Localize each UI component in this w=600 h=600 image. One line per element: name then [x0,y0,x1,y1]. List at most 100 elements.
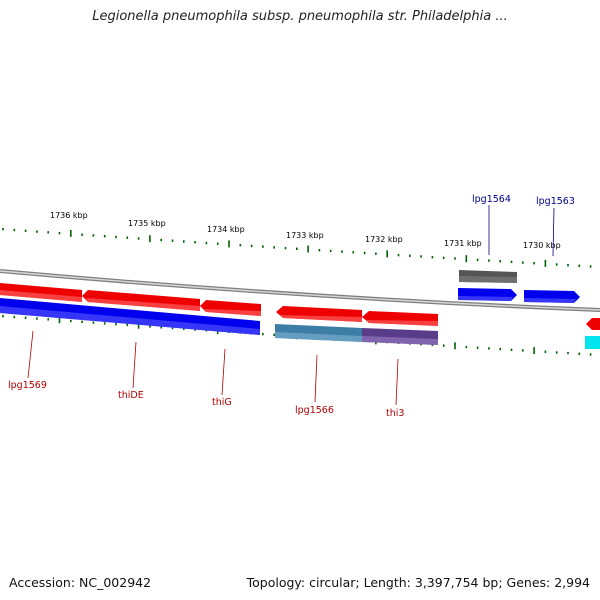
ruler-label-1731: 1731 kbp [444,239,482,248]
minor-tick [70,319,72,323]
gene-lpg1563[interactable] [524,290,580,303]
major-tick [544,259,547,267]
minor-tick [510,260,513,264]
minor-tick [522,261,524,264]
minor-tick [13,315,16,319]
minor-tick [273,333,275,336]
minor-tick [578,352,581,355]
minor-tick [160,238,162,242]
minor-tick [47,318,49,321]
gene-label-lpg1563[interactable]: lpg1563 [536,196,575,207]
major-tick [58,316,61,324]
minor-tick [115,323,117,326]
minor-tick [442,256,445,260]
ruler-label-1730: 1730 kbp [523,241,561,250]
minor-tick [273,246,275,249]
major-tick [454,342,456,350]
gene-blue-long[interactable] [0,298,260,335]
minor-tick [36,317,38,320]
minor-tick [126,236,129,239]
minor-tick [363,251,366,255]
minor-tick [476,258,479,262]
minor-tick [488,347,490,350]
gene-teal-block[interactable] [275,324,362,342]
gene-thiG[interactable] [200,300,261,316]
leader-lpg1563 [552,207,555,257]
ruler-label-1735: 1735 kbp [128,219,166,228]
minor-tick [465,345,468,349]
accession-text: Accession: NC_002942 [9,575,152,590]
gene-label-lpg1564[interactable]: lpg1564 [472,194,511,205]
minor-tick [499,347,501,351]
minor-tick [194,328,196,331]
minor-tick [126,323,129,327]
minor-tick [476,346,479,349]
minor-tick [250,244,253,248]
topology-summary: Topology: circular; Length: 3,397,754 bp… [246,575,590,590]
minor-tick [409,254,411,257]
gene-label-thiDE[interactable]: thiDE [118,390,144,401]
minor-tick [488,259,490,262]
ruler-label-1733: 1733 kbp [286,231,324,240]
leader-thiG [221,348,226,396]
minor-tick [137,237,140,240]
minor-tick [115,235,117,239]
gene-lpg1564-rna[interactable] [459,270,517,283]
minor-tick [103,322,106,325]
minor-tick [420,255,422,258]
gene-lpg1569[interactable] [0,283,82,302]
minor-tick [149,325,151,328]
minor-tick [318,249,321,252]
minor-tick [431,343,434,347]
minor-tick [183,240,185,243]
minor-tick [92,321,95,324]
minor-tick [499,260,501,263]
gene-right-edge-red[interactable] [586,318,600,330]
minor-tick [103,235,106,238]
major-tick [386,250,388,258]
ruler-label-1734: 1734 kbp [207,225,245,234]
minor-tick [160,326,162,329]
minor-tick [81,233,83,236]
major-tick [533,347,535,355]
minor-tick [578,264,581,267]
minor-tick [13,228,16,232]
gene-thiDE[interactable] [82,290,200,311]
minor-tick [183,327,185,330]
minor-tick [24,229,27,232]
minor-tick [47,231,49,234]
gene-cyan-edge[interactable] [585,336,600,349]
minor-tick [171,239,174,242]
minor-tick [58,231,61,235]
minor-tick [216,242,219,245]
minor-tick [431,256,434,259]
minor-tick [544,350,547,353]
ruler-label-1736: 1736 kbp [50,211,88,220]
minor-tick [522,349,524,352]
gene-lpg1566[interactable] [276,306,362,322]
gene-purple-block[interactable] [362,328,438,345]
major-tick [307,245,309,253]
gene-label-thiG[interactable]: thiG [212,397,232,408]
minor-tick [442,344,445,347]
minor-tick [194,241,196,244]
gene-label-lpg1566[interactable]: lpg1566 [295,405,334,416]
leader-thiDE [132,341,137,389]
minor-tick [2,315,4,318]
upper-tick-row [2,228,592,268]
minor-tick [589,353,592,356]
minor-tick [567,264,569,267]
minor-tick [284,246,287,250]
minor-tick [510,348,513,351]
minor-tick [397,253,400,257]
minor-tick [375,252,377,255]
minor-tick [205,241,208,245]
gene-thi3[interactable] [362,311,438,326]
gene-label-lpg1569[interactable]: lpg1569 [8,380,47,391]
leader-lpg1566 [314,354,318,403]
minor-tick [24,316,27,319]
gene-lpg1564[interactable] [458,288,517,301]
gene-label-thi3[interactable]: thi3 [386,408,404,419]
major-tick [137,321,140,329]
